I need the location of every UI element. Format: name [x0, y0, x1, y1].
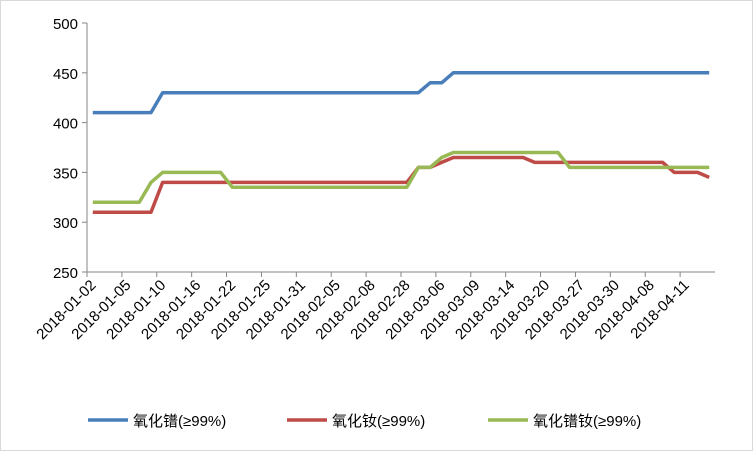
y-tick-label: 250 — [53, 265, 78, 282]
y-tick-label: 450 — [53, 66, 78, 83]
legend-label: 氧化镨(≥99%) — [133, 413, 226, 430]
y-tick-label: 500 — [53, 16, 78, 33]
y-tick-label: 300 — [53, 215, 78, 232]
legend-label: 氧化镨钕(≥99%) — [533, 413, 641, 430]
y-tick-label: 350 — [53, 165, 78, 182]
y-tick-label: 400 — [53, 116, 78, 133]
series-line — [92, 150, 710, 205]
legend-label: 氧化钕(≥99%) — [332, 413, 425, 430]
series-line — [92, 155, 710, 214]
series-line — [92, 71, 710, 115]
